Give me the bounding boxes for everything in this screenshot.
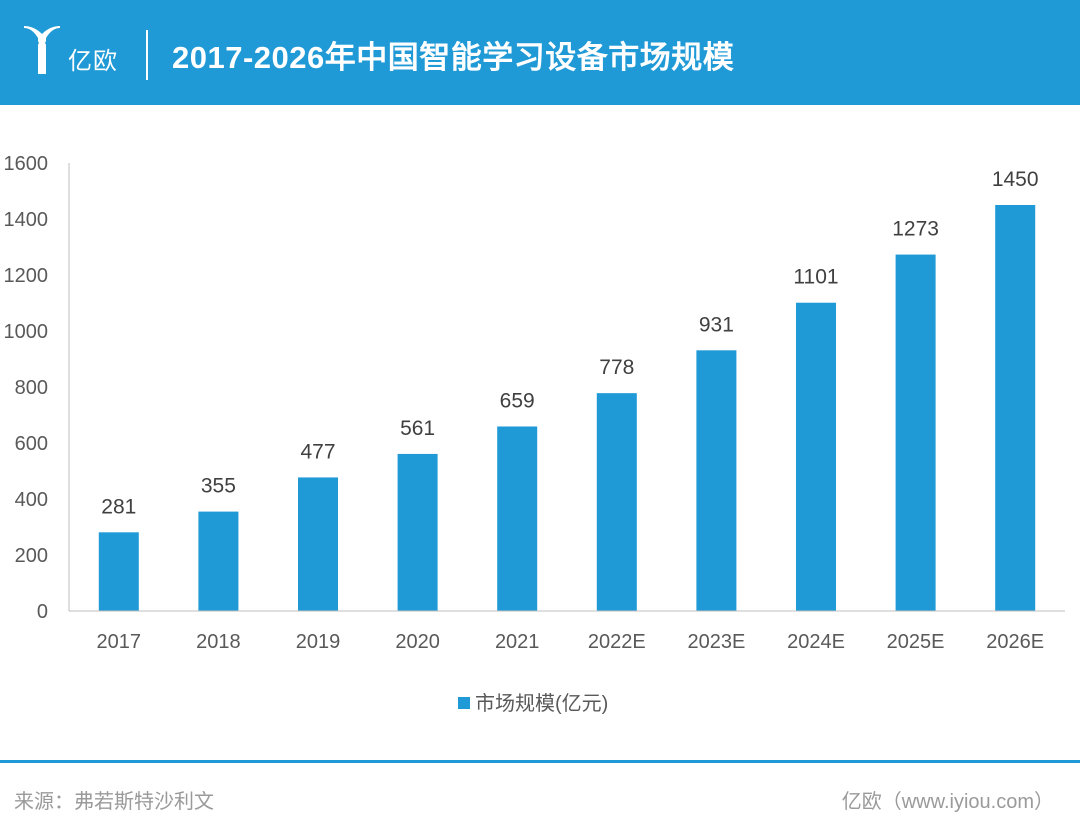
page-title: 2017-2026年中国智能学习设备市场规模	[172, 40, 735, 75]
x-tick-label: 2017	[97, 631, 142, 653]
data-label: 659	[500, 389, 535, 412]
data-label: 561	[400, 417, 435, 440]
y-tick-label: 600	[15, 433, 48, 455]
logo-text: 亿欧	[68, 48, 118, 75]
bar	[696, 350, 737, 611]
bar	[497, 426, 538, 611]
y-tick-label: 1400	[4, 209, 49, 231]
y-tick-label: 1600	[4, 153, 49, 175]
header-banner: 亿欧 2017-2026年中国智能学习设备市场规模	[0, 0, 1080, 105]
y-tick-label: 800	[15, 377, 48, 399]
bar	[796, 302, 836, 611]
bar-chart: 0 200 400 600 800 1000 1200 1400 1600 281 355 477 5…	[4, 153, 1065, 715]
x-tick-label: 2026E	[986, 631, 1044, 653]
data-label: 477	[300, 440, 335, 463]
bar	[98, 532, 139, 611]
x-tick-label: 2018	[196, 631, 241, 653]
y-tick-label: 0	[37, 601, 48, 623]
x-tick-label: 2021	[495, 631, 540, 653]
bars: 281 355 477 561 659 778 931 1101 1273 1450	[98, 168, 1039, 611]
x-tick-label: 2023E	[687, 631, 745, 653]
x-tick-label: 2022E	[588, 631, 646, 653]
x-tick-label: 2020	[395, 631, 440, 653]
y-tick-label: 1200	[4, 265, 49, 287]
source-note: 来源：弗若斯特沙利文	[14, 791, 214, 813]
x-axis: 2017 2018 2019 2020 2021 2022E 2023E 2024E 2025E…	[69, 610, 1065, 653]
legend-swatch	[458, 697, 470, 709]
y-tick-label: 400	[15, 489, 48, 511]
data-label: 1101	[793, 266, 838, 289]
data-label: 355	[201, 475, 236, 498]
y-tick-label: 200	[15, 545, 48, 567]
data-label: 778	[599, 356, 634, 379]
y-axis: 0 200 400 600 800 1000 1200 1400 1600	[4, 153, 70, 623]
header-divider	[146, 30, 148, 80]
brand-logo: 亿欧	[22, 20, 132, 82]
legend-label: 市场规模(亿元)	[475, 692, 608, 715]
x-tick-label: 2025E	[887, 631, 945, 653]
bar	[397, 453, 438, 611]
y-tick-label: 1000	[4, 321, 49, 343]
bar	[596, 393, 637, 611]
footer-rule	[0, 760, 1080, 763]
bar	[995, 205, 1036, 611]
site-credit: 亿欧（www.iyiou.com）	[841, 791, 1054, 813]
bar	[198, 511, 239, 611]
x-tick-label: 2019	[296, 631, 341, 653]
bar	[298, 477, 338, 611]
legend: 市场规模(亿元)	[458, 692, 608, 715]
data-label: 1273	[892, 218, 939, 241]
data-label: 281	[101, 495, 136, 518]
logo-y-icon	[24, 26, 60, 74]
x-tick-label: 2024E	[787, 631, 845, 653]
data-label: 1450	[992, 168, 1039, 191]
data-label: 931	[699, 313, 734, 336]
bar	[895, 254, 936, 611]
